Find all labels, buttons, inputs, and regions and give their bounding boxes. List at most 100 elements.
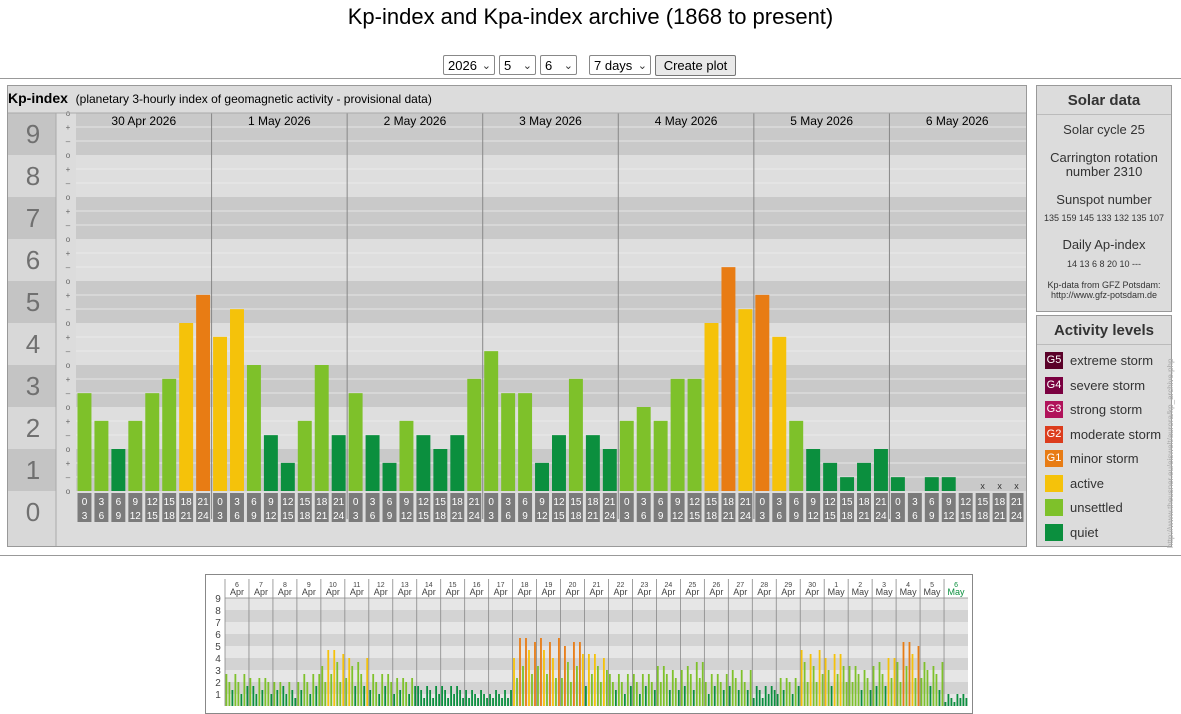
interval-start: 3 bbox=[99, 497, 105, 508]
axis-band bbox=[8, 449, 56, 491]
overview-bar bbox=[564, 646, 566, 706]
kp-bar bbox=[602, 449, 617, 491]
create-plot-button[interactable]: Create plot bbox=[655, 55, 736, 76]
interval-start: 0 bbox=[353, 497, 359, 508]
day-select[interactable]: 6 ⌄ bbox=[540, 55, 577, 75]
interval-cell bbox=[738, 493, 753, 522]
interval-end: 21 bbox=[723, 511, 735, 522]
interval-start: 12 bbox=[689, 497, 701, 508]
overview-bar bbox=[405, 682, 408, 706]
overview-chart: 1234567896Apr7Apr8Apr9Apr10Apr11Apr12Apr… bbox=[215, 579, 968, 706]
overview-bar bbox=[573, 642, 575, 706]
overview-bar bbox=[480, 690, 482, 706]
kp-bar bbox=[128, 420, 143, 491]
interval-start: 21 bbox=[198, 497, 210, 508]
interval-end: 6 bbox=[234, 511, 240, 522]
kp-bar bbox=[518, 393, 533, 491]
day-label: 4 May 2026 bbox=[655, 114, 718, 128]
overview-bar bbox=[839, 654, 842, 706]
overview-bar bbox=[381, 674, 384, 706]
overview-bar bbox=[366, 658, 369, 706]
overview-day-number: 23 bbox=[641, 582, 649, 589]
overview-bar bbox=[860, 690, 863, 706]
overview-bar bbox=[414, 686, 417, 706]
kp-bar bbox=[416, 435, 431, 491]
year-select[interactable]: 2026 ⌄ bbox=[443, 55, 495, 75]
interval-end: 6 bbox=[912, 511, 918, 522]
overview-bar bbox=[701, 662, 704, 706]
level-swatch bbox=[1045, 523, 1063, 541]
carrington-line-2: number 2310 bbox=[1065, 164, 1143, 179]
y-subtick: – bbox=[66, 305, 71, 314]
day-label: 30 Apr 2026 bbox=[111, 114, 176, 128]
interval-end: 9 bbox=[387, 511, 393, 522]
interval-end: 24 bbox=[875, 511, 887, 522]
overview-bar bbox=[375, 682, 378, 706]
overview-day-number: 27 bbox=[736, 582, 744, 589]
overview-bar bbox=[614, 690, 617, 706]
interval-cell bbox=[840, 493, 855, 522]
overview-month-label: Apr bbox=[326, 587, 340, 597]
y-subtick: + bbox=[66, 333, 71, 342]
overview-bar bbox=[917, 646, 920, 706]
overview-bar bbox=[489, 694, 491, 706]
interval-cell bbox=[653, 493, 668, 522]
interval-cell bbox=[399, 493, 414, 522]
overview-bar bbox=[306, 682, 309, 706]
overview-bar bbox=[695, 662, 698, 706]
overview-day-number: 18 bbox=[521, 582, 529, 589]
interval-cell bbox=[721, 493, 736, 522]
overview-bar bbox=[276, 690, 279, 706]
interval-start: 12 bbox=[553, 497, 565, 508]
interval-end: 12 bbox=[808, 511, 820, 522]
interval-end: 12 bbox=[672, 511, 684, 522]
overview-bar bbox=[656, 666, 659, 706]
overview-bar bbox=[869, 690, 872, 706]
overview-month-label: May bbox=[924, 587, 942, 597]
kp-chart-header: Kp-index (planetary 3-hourly index of ge… bbox=[8, 90, 432, 106]
overview-bar bbox=[318, 674, 321, 706]
overview-bar bbox=[674, 678, 677, 706]
grid-band bbox=[225, 622, 968, 634]
overview-bar bbox=[662, 666, 665, 706]
interval-start: 15 bbox=[299, 497, 311, 508]
overview-bar bbox=[393, 694, 396, 706]
y-subtick: – bbox=[66, 137, 71, 146]
interval-cell bbox=[619, 493, 634, 522]
overview-day-number: 3 bbox=[882, 582, 886, 589]
overview-bar bbox=[707, 694, 710, 706]
overview-bar bbox=[408, 694, 411, 706]
interval-start: 18 bbox=[994, 497, 1006, 508]
overview-bar bbox=[965, 698, 968, 706]
y-subtick: – bbox=[66, 347, 71, 356]
interval-cell bbox=[145, 493, 160, 522]
y-subtick: o bbox=[66, 277, 71, 286]
interval-start: 18 bbox=[858, 497, 870, 508]
range-select[interactable]: 7 days ⌄ bbox=[589, 55, 651, 75]
overview-bar bbox=[252, 686, 255, 706]
overview-bar bbox=[959, 698, 962, 706]
overview-bar bbox=[857, 674, 860, 706]
overview-bar bbox=[519, 638, 521, 706]
overview-day-number: 10 bbox=[329, 582, 337, 589]
overview-bar bbox=[549, 642, 551, 706]
interval-cell bbox=[365, 493, 380, 522]
interval-start: 12 bbox=[282, 497, 294, 508]
overview-bar bbox=[623, 694, 626, 706]
kp-bar bbox=[568, 378, 583, 491]
interval-start: 21 bbox=[469, 497, 481, 508]
kp-bar bbox=[348, 393, 363, 491]
overview-bar bbox=[785, 678, 788, 706]
overview-day-number: 19 bbox=[545, 582, 553, 589]
overview-bar bbox=[827, 670, 830, 706]
month-select[interactable]: 5 ⌄ bbox=[499, 55, 536, 75]
kp-bar bbox=[501, 393, 516, 491]
interval-start: 0 bbox=[82, 497, 88, 508]
interval-cell bbox=[246, 493, 261, 522]
overview-bar bbox=[528, 650, 530, 706]
interval-cell bbox=[382, 493, 397, 522]
day-label: 2 May 2026 bbox=[384, 114, 447, 128]
interval-end: 3 bbox=[488, 511, 494, 522]
overview-bar bbox=[818, 650, 821, 706]
level-label: extreme storm bbox=[1070, 353, 1154, 368]
